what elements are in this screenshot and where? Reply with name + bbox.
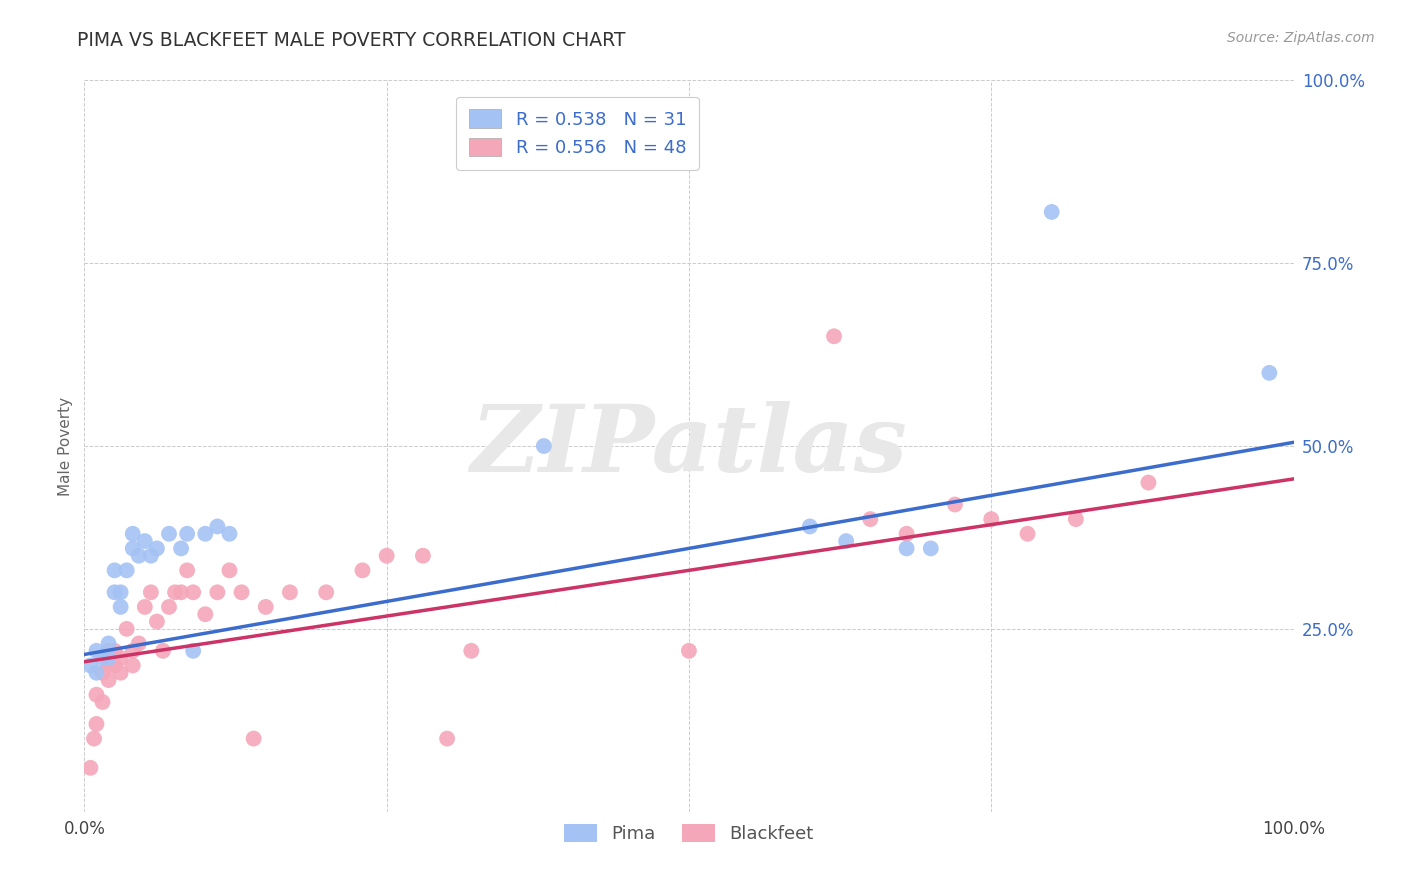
Point bbox=[110, 599, 132, 614]
Point bbox=[896, 541, 918, 556]
Point bbox=[110, 665, 132, 680]
Point bbox=[799, 519, 821, 533]
Point bbox=[920, 541, 942, 556]
Text: Source: ZipAtlas.com: Source: ZipAtlas.com bbox=[1227, 31, 1375, 45]
Point bbox=[181, 585, 204, 599]
Point bbox=[678, 644, 700, 658]
Point bbox=[104, 644, 127, 658]
Point bbox=[315, 585, 337, 599]
Point bbox=[170, 585, 193, 599]
Point bbox=[97, 644, 120, 658]
Point bbox=[139, 585, 162, 599]
Point bbox=[86, 665, 108, 680]
Point bbox=[115, 622, 138, 636]
Point bbox=[134, 534, 156, 549]
Point bbox=[91, 665, 114, 680]
Point bbox=[134, 599, 156, 614]
Point bbox=[79, 761, 101, 775]
Point bbox=[91, 651, 114, 665]
Point bbox=[436, 731, 458, 746]
Point bbox=[128, 636, 150, 650]
Point bbox=[176, 526, 198, 541]
Point bbox=[207, 519, 229, 533]
Point bbox=[152, 644, 174, 658]
Point bbox=[97, 658, 120, 673]
Point bbox=[980, 512, 1002, 526]
Point bbox=[533, 439, 555, 453]
Point bbox=[139, 549, 162, 563]
Point bbox=[115, 563, 138, 577]
Point bbox=[79, 658, 101, 673]
Point bbox=[121, 541, 143, 556]
Point bbox=[104, 585, 127, 599]
Point bbox=[896, 526, 918, 541]
Point bbox=[86, 688, 108, 702]
Point bbox=[146, 615, 169, 629]
Point bbox=[86, 717, 108, 731]
Point bbox=[121, 658, 143, 673]
Point bbox=[181, 644, 204, 658]
Point bbox=[352, 563, 374, 577]
Point bbox=[1064, 512, 1087, 526]
Point bbox=[110, 651, 132, 665]
Point bbox=[194, 526, 217, 541]
Point bbox=[943, 498, 966, 512]
Point bbox=[460, 644, 482, 658]
Point bbox=[1258, 366, 1281, 380]
Y-axis label: Male Poverty: Male Poverty bbox=[58, 396, 73, 496]
Point bbox=[859, 512, 882, 526]
Point bbox=[121, 644, 143, 658]
Point bbox=[278, 585, 301, 599]
Point bbox=[97, 636, 120, 650]
Point bbox=[1017, 526, 1039, 541]
Point bbox=[218, 526, 240, 541]
Point bbox=[823, 329, 845, 343]
Point bbox=[412, 549, 434, 563]
Point bbox=[146, 541, 169, 556]
Point bbox=[110, 585, 132, 599]
Point bbox=[157, 526, 180, 541]
Point bbox=[242, 731, 264, 746]
Point bbox=[86, 644, 108, 658]
Point bbox=[83, 731, 105, 746]
Point bbox=[97, 651, 120, 665]
Point bbox=[207, 585, 229, 599]
Legend: Pima, Blackfeet: Pima, Blackfeet bbox=[554, 813, 824, 854]
Text: ZIPatlas: ZIPatlas bbox=[471, 401, 907, 491]
Point bbox=[218, 563, 240, 577]
Point bbox=[91, 695, 114, 709]
Text: PIMA VS BLACKFEET MALE POVERTY CORRELATION CHART: PIMA VS BLACKFEET MALE POVERTY CORRELATI… bbox=[77, 31, 626, 50]
Point bbox=[1137, 475, 1160, 490]
Point bbox=[104, 563, 127, 577]
Point bbox=[165, 585, 187, 599]
Point bbox=[157, 599, 180, 614]
Point bbox=[128, 549, 150, 563]
Point bbox=[104, 658, 127, 673]
Point bbox=[375, 549, 398, 563]
Point bbox=[835, 534, 858, 549]
Point bbox=[176, 563, 198, 577]
Point bbox=[194, 607, 217, 622]
Point bbox=[121, 526, 143, 541]
Point bbox=[254, 599, 277, 614]
Point bbox=[1040, 205, 1063, 219]
Point bbox=[231, 585, 253, 599]
Point bbox=[170, 541, 193, 556]
Point bbox=[97, 673, 120, 687]
